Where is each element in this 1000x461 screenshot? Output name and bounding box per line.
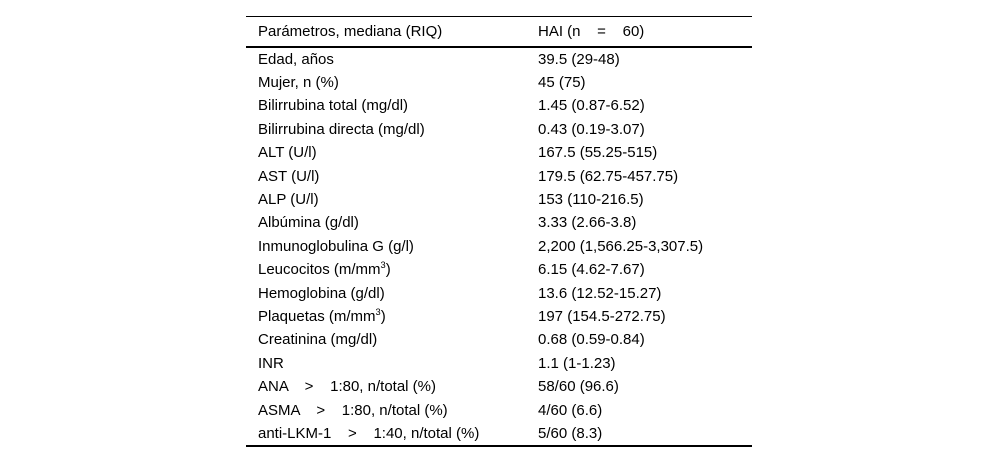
table-row: INR 1.1 (1-1.23) [246, 352, 752, 375]
value-cell: 4/60 (6.6) [538, 401, 603, 419]
table-row: Bilirrubina directa (mg/dl) 0.43 (0.19-3.… [246, 118, 752, 141]
param-cell: ALT (U/l) [258, 144, 317, 162]
param-cell: Plaquetas (m/mm3) [258, 306, 386, 325]
value-cell: 1.45 (0.87-6.52) [538, 97, 645, 115]
header-value-column: HAI (n = 60) [538, 22, 645, 40]
table-row: Creatinina (mg/dl) 0.68 (0.59-0.84) [246, 328, 752, 351]
table-row: Edad, años 39.5 (29-48) [246, 48, 752, 71]
value-cell: 197 (154.5-272.75) [538, 307, 666, 325]
value-cell: 13.6 (12.52-15.27) [538, 284, 662, 302]
param-cell: Hemoglobina (g/dl) [258, 284, 385, 302]
param-cell: AST (U/l) [258, 167, 320, 185]
table-row: Plaquetas (m/mm3) 197 (154.5-272.75) [246, 305, 752, 328]
value-cell: 5/60 (8.3) [538, 424, 603, 442]
table-row: AST (U/l) 179.5 (62.75-457.75) [246, 164, 752, 187]
superscript: 3 [375, 306, 381, 317]
param-cell: Inmunoglobulina G (g/l) [258, 237, 414, 255]
table-row: ASMA > 1:80, n/total (%) 4/60 (6.6) [246, 398, 752, 421]
table-row: Mujer, n (%) 45 (75) [246, 71, 752, 94]
table-row: Albúmina (g/dl) 3.33 (2.66-3.8) [246, 211, 752, 234]
table-header-row: Parámetros, mediana (RIQ) HAI (n = 60) [246, 17, 752, 48]
table-row: Leucocitos (m/mm3) 6.15 (4.62-7.67) [246, 258, 752, 281]
value-cell: 167.5 (55.25-515) [538, 144, 658, 162]
value-cell: 0.43 (0.19-3.07) [538, 120, 645, 138]
param-cell: INR [258, 354, 284, 372]
value-cell: 2,200 (1,566.25-3,307.5) [538, 237, 704, 255]
value-cell: 6.15 (4.62-7.67) [538, 261, 645, 279]
param-cell: Leucocitos (m/mm3) [258, 260, 391, 279]
value-cell: 3.33 (2.66-3.8) [538, 214, 637, 232]
superscript: 3 [380, 260, 386, 271]
table-row: Inmunoglobulina G (g/l) 2,200 (1,566.25-3… [246, 235, 752, 258]
param-cell: Edad, años [258, 50, 334, 68]
table-row: Bilirrubina total (mg/dl) 1.45 (0.87-6.52… [246, 94, 752, 117]
table-body: Edad, años 39.5 (29-48) Mujer, n (%) 45 (75… [246, 48, 752, 446]
table-row: anti-LKM-1 > 1:40, n/total (%) 5/60 (8.3) [246, 422, 752, 445]
value-cell: 39.5 (29-48) [538, 50, 620, 68]
param-cell: Bilirrubina total (mg/dl) [258, 97, 409, 115]
value-cell: 179.5 (62.75-457.75) [538, 167, 679, 185]
value-cell: 58/60 (96.6) [538, 378, 619, 396]
param-cell: anti-LKM-1 > 1:40, n/total (%) [258, 424, 480, 442]
value-cell: 1.1 (1-1.23) [538, 354, 616, 372]
value-cell: 153 (110-216.5) [538, 191, 644, 209]
table-row: ALP (U/l) 153 (110-216.5) [246, 188, 752, 211]
param-cell: Bilirrubina directa (mg/dl) [258, 120, 425, 138]
table-row: ALT (U/l) 167.5 (55.25-515) [246, 141, 752, 164]
param-cell: ANA > 1:80, n/total (%) [258, 378, 437, 396]
parameters-table: Parámetros, mediana (RIQ) HAI (n = 60) E… [246, 16, 752, 448]
value-cell: 45 (75) [538, 74, 586, 92]
table-row: Hemoglobina (g/dl) 13.6 (12.52-15.27) [246, 281, 752, 304]
param-cell: Albúmina (g/dl) [258, 214, 359, 232]
table-row: ANA > 1:80, n/total (%) 58/60 (96.6) [246, 375, 752, 398]
param-cell: ALP (U/l) [258, 191, 319, 209]
param-cell: ASMA > 1:80, n/total (%) [258, 401, 448, 419]
param-cell: Creatinina (mg/dl) [258, 331, 378, 349]
header-param-column: Parámetros, mediana (RIQ) [258, 22, 443, 40]
value-cell: 0.68 (0.59-0.84) [538, 331, 645, 349]
param-cell: Mujer, n (%) [258, 74, 339, 92]
